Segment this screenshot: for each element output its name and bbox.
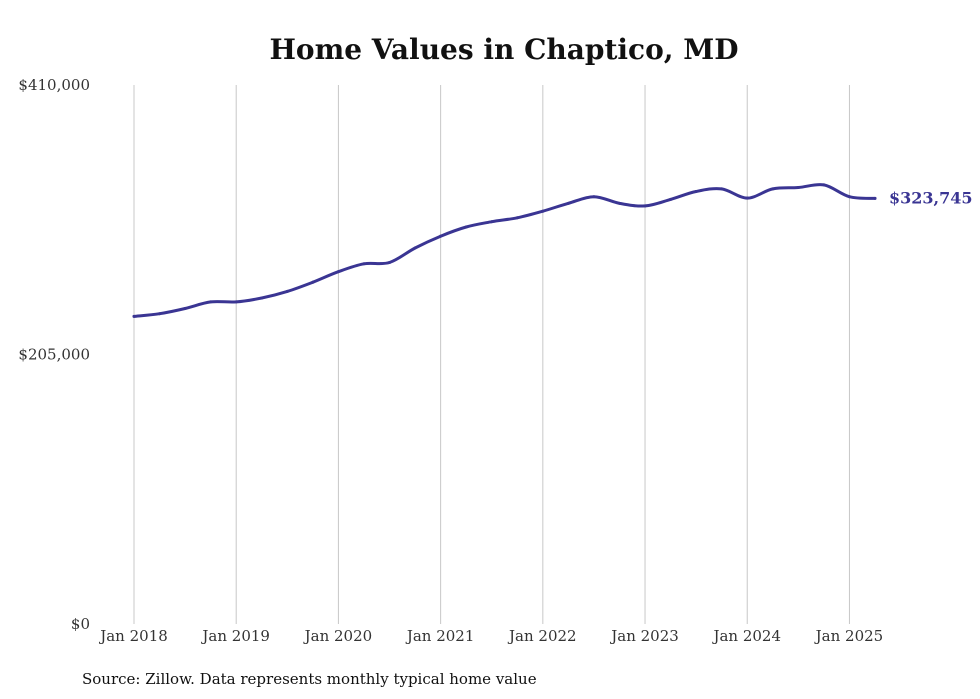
gridlines bbox=[133, 85, 850, 624]
y-tick-label-2: $410,000 bbox=[18, 76, 90, 94]
data-point-11 bbox=[413, 246, 417, 250]
data-point-6 bbox=[285, 289, 289, 293]
data-point-16 bbox=[541, 209, 545, 213]
x-tick-label-5: Jan 2023 bbox=[609, 627, 679, 645]
source-note: Source: Zillow. Data represents monthly … bbox=[82, 670, 537, 688]
data-point-5 bbox=[260, 296, 264, 300]
data-point-24 bbox=[745, 196, 749, 200]
chart-title: Home Values in Chaptico, MD bbox=[269, 33, 738, 66]
data-point-15 bbox=[515, 216, 519, 220]
data-point-10 bbox=[388, 260, 392, 264]
data-point-2 bbox=[183, 306, 187, 310]
data-point-25 bbox=[771, 187, 775, 191]
data-point-12 bbox=[439, 234, 443, 238]
y-tick-label-1: $205,000 bbox=[18, 346, 90, 364]
series-line-0 bbox=[132, 183, 877, 318]
series-layer bbox=[132, 183, 877, 318]
y-tick-label-0: $0 bbox=[71, 615, 90, 633]
data-point-3 bbox=[209, 300, 213, 304]
data-point-0 bbox=[132, 314, 136, 318]
data-point-13 bbox=[464, 225, 468, 229]
data-point-4 bbox=[234, 300, 238, 304]
x-tick-label-6: Jan 2024 bbox=[711, 627, 781, 645]
data-point-8 bbox=[336, 270, 340, 274]
data-point-19 bbox=[617, 201, 621, 205]
y-axis: $0 $205,000 $410,000 bbox=[18, 76, 90, 633]
data-point-20 bbox=[643, 204, 647, 208]
data-point-21 bbox=[669, 197, 673, 201]
data-point-23 bbox=[720, 187, 724, 191]
x-tick-label-1: Jan 2019 bbox=[200, 627, 270, 645]
data-point-27 bbox=[822, 183, 826, 187]
x-tick-label-3: Jan 2021 bbox=[405, 627, 475, 645]
data-point-28 bbox=[847, 195, 851, 199]
data-point-26 bbox=[796, 186, 800, 190]
data-point-14 bbox=[490, 220, 494, 224]
data-point-29 bbox=[873, 196, 877, 200]
data-point-22 bbox=[694, 189, 698, 193]
data-point-7 bbox=[311, 280, 315, 284]
data-point-18 bbox=[592, 195, 596, 199]
x-tick-label-4: Jan 2022 bbox=[507, 627, 577, 645]
x-tick-label-0: Jan 2018 bbox=[98, 627, 168, 645]
data-point-1 bbox=[158, 312, 162, 316]
data-point-17 bbox=[566, 201, 570, 205]
end-value-label: $323,745 bbox=[889, 188, 973, 207]
x-tick-label-2: Jan 2020 bbox=[303, 627, 373, 645]
x-tick-label-7: Jan 2025 bbox=[814, 627, 884, 645]
x-axis: Jan 2018 Jan 2019 Jan 2020 Jan 2021 Jan 2022… bbox=[98, 627, 883, 645]
data-point-9 bbox=[362, 262, 366, 266]
